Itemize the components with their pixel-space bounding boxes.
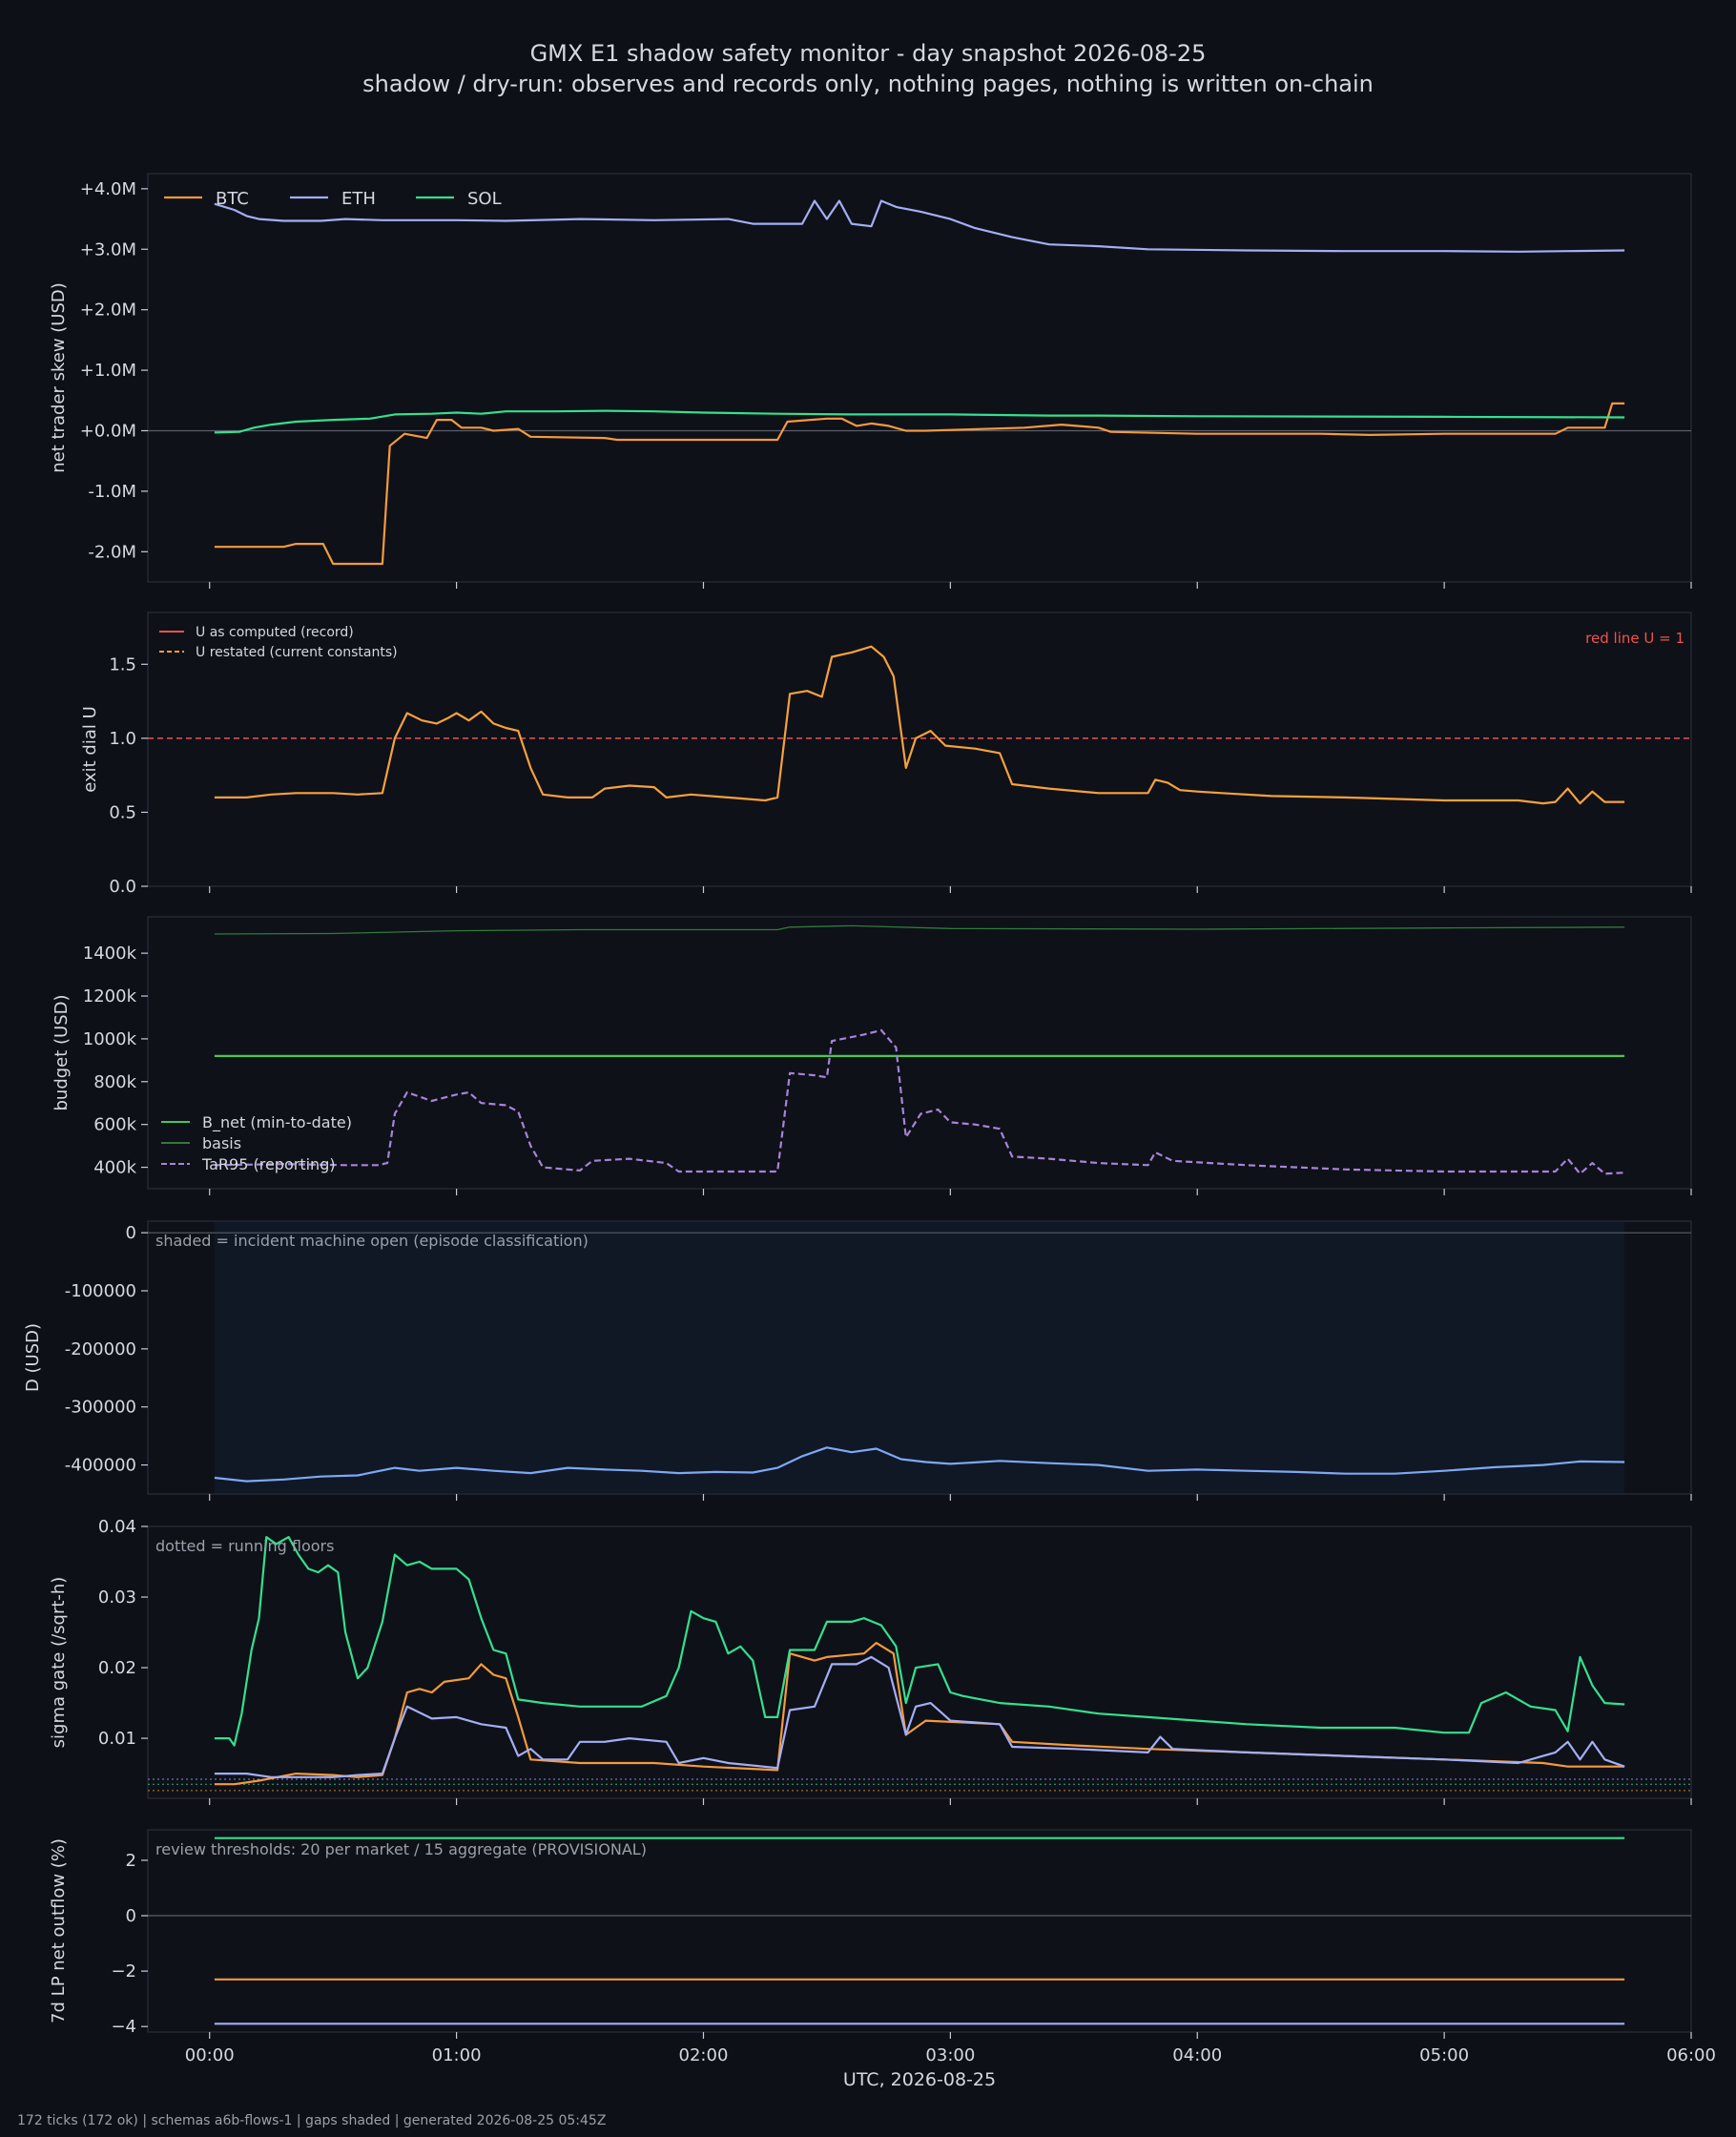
y-tick-label: 1.5 (109, 654, 136, 674)
panel-frame (147, 173, 1692, 583)
series-line-tar95 (214, 1028, 1625, 1175)
y-tick-label: 0.02 (98, 1658, 136, 1678)
x-tick-label: 05:00 (1419, 2045, 1469, 2065)
legend-label-btc: BTC (216, 189, 249, 209)
y-tick-label: 1400k (83, 944, 137, 964)
series-line-eth (214, 199, 1625, 253)
y-tick-label: 1000k (83, 1029, 137, 1049)
y-axis-label: 7d LP net outflow (%) (49, 1838, 69, 2023)
y-tick-label: 0.0 (109, 877, 136, 897)
y-tick-label: -1.0M (88, 482, 136, 502)
y-tick-label: −2 (111, 1961, 136, 1981)
panel-annotation: review thresholds: 20 per market / 15 ag… (155, 1840, 647, 1858)
y-tick-label: -100000 (65, 1281, 136, 1301)
reference-line-label: red line U = 1 (1585, 630, 1684, 647)
series-line-sol (214, 409, 1625, 434)
y-tick-label: +2.0M (80, 301, 136, 321)
y-tick-label: 400k (93, 1158, 136, 1178)
y-tick-label: −4 (111, 2017, 136, 2037)
y-tick-label: 0.01 (98, 1729, 136, 1749)
legend-label: basis (202, 1134, 241, 1152)
x-tick-label: 04:00 (1172, 2045, 1222, 2065)
series-line-drawdown (214, 1446, 1625, 1483)
footer-status: 172 ticks (172 ok) | schemas a6b-flows-1… (17, 2113, 607, 2128)
y-tick-label: -400000 (65, 1456, 136, 1476)
y-tick-label: 2 (126, 1851, 136, 1871)
y-axis-label: exit dial U (80, 706, 100, 793)
y-tick-label: 600k (93, 1115, 136, 1135)
y-tick-label: 1200k (83, 986, 137, 1006)
panel-exit-dial: red line U = 1 0.0 0.5 1.0 1.5 exit dial U U a… (80, 612, 1692, 897)
panel-frame (147, 1525, 1692, 1799)
y-tick-label: 0.5 (109, 802, 136, 822)
series-line-btc (214, 402, 1625, 566)
y-tick-label: +4.0M (80, 179, 136, 199)
panel-budget: 400k 600k 800k 1000k 1200k 1400k budget (USD) B… (52, 916, 1692, 1195)
chart-subtitle: shadow / dry-run: observes and records o… (362, 71, 1374, 97)
series-line-basis (214, 924, 1625, 935)
legend-label: U restated (current constants) (196, 645, 398, 660)
y-tick-label: -300000 (65, 1398, 136, 1418)
series-line-exit-dial (214, 645, 1625, 805)
y-tick-label: +1.0M (80, 361, 136, 381)
y-axis-label: sigma gate (/sqrt-h) (49, 1577, 69, 1749)
panel-frame (147, 1829, 1692, 2033)
legend-label-sol: SOL (467, 189, 502, 209)
x-tick-label: 06:00 (1666, 2045, 1716, 2065)
x-axis-label: UTC, 2026-08-25 (843, 2069, 996, 2090)
legend-label: B_net (min-to-date) (202, 1113, 352, 1132)
y-tick-label: -200000 (65, 1339, 136, 1359)
legend-label: TaR95 (reporting) (201, 1155, 336, 1173)
panel-lp-outflow: 2 0 −2 −4 7d LP net outflow (%) review thresh… (49, 1829, 1692, 2039)
y-tick-label: 1.0 (109, 729, 136, 749)
y-tick-label: +3.0M (80, 239, 136, 259)
y-axis-label: D (USD) (23, 1323, 43, 1392)
y-tick-label: 0 (126, 1223, 136, 1243)
chart-title: GMX E1 shadow safety monitor - day snaps… (529, 40, 1207, 67)
y-tick-label: -2.0M (88, 542, 136, 562)
legend-label: U as computed (record) (196, 625, 354, 640)
y-tick-label: 0.04 (98, 1517, 136, 1537)
panel-frame (147, 916, 1692, 1190)
y-tick-label: 800k (93, 1072, 136, 1092)
incident-shade (214, 1222, 1625, 1493)
panel-skew: -2.0M -1.0M +0.0M +1.0M +2.0M +3.0M +4.0M net t… (49, 173, 1692, 589)
series-line-sol (214, 1536, 1625, 1747)
y-axis-label: budget (USD) (52, 994, 72, 1110)
x-tick-label: 03:00 (925, 2045, 975, 2065)
legend-label-eth: ETH (341, 189, 376, 209)
x-tick-label: 01:00 (432, 2045, 482, 2065)
panel-sigma: 0.01 0.02 0.03 0.04 sigma gate (/sqrt-h) dott… (49, 1517, 1692, 1805)
series-line-eth (214, 1655, 1625, 1778)
panel-annotation: shaded = incident machine open (episode … (155, 1232, 589, 1250)
panel-frame (147, 612, 1692, 887)
x-tick-label: 00:00 (185, 2045, 235, 2065)
y-axis-label: net trader skew (USD) (49, 282, 69, 473)
panel-drawdown: 0 -100000 -200000 -300000 -400000 D (USD) shad… (23, 1220, 1692, 1501)
panel-annotation: dotted = running floors (155, 1537, 334, 1555)
x-tick-label: 02:00 (679, 2045, 729, 2065)
y-tick-label: +0.0M (80, 421, 136, 441)
y-tick-label: 0.03 (98, 1587, 136, 1608)
y-tick-label: 0 (126, 1906, 136, 1926)
